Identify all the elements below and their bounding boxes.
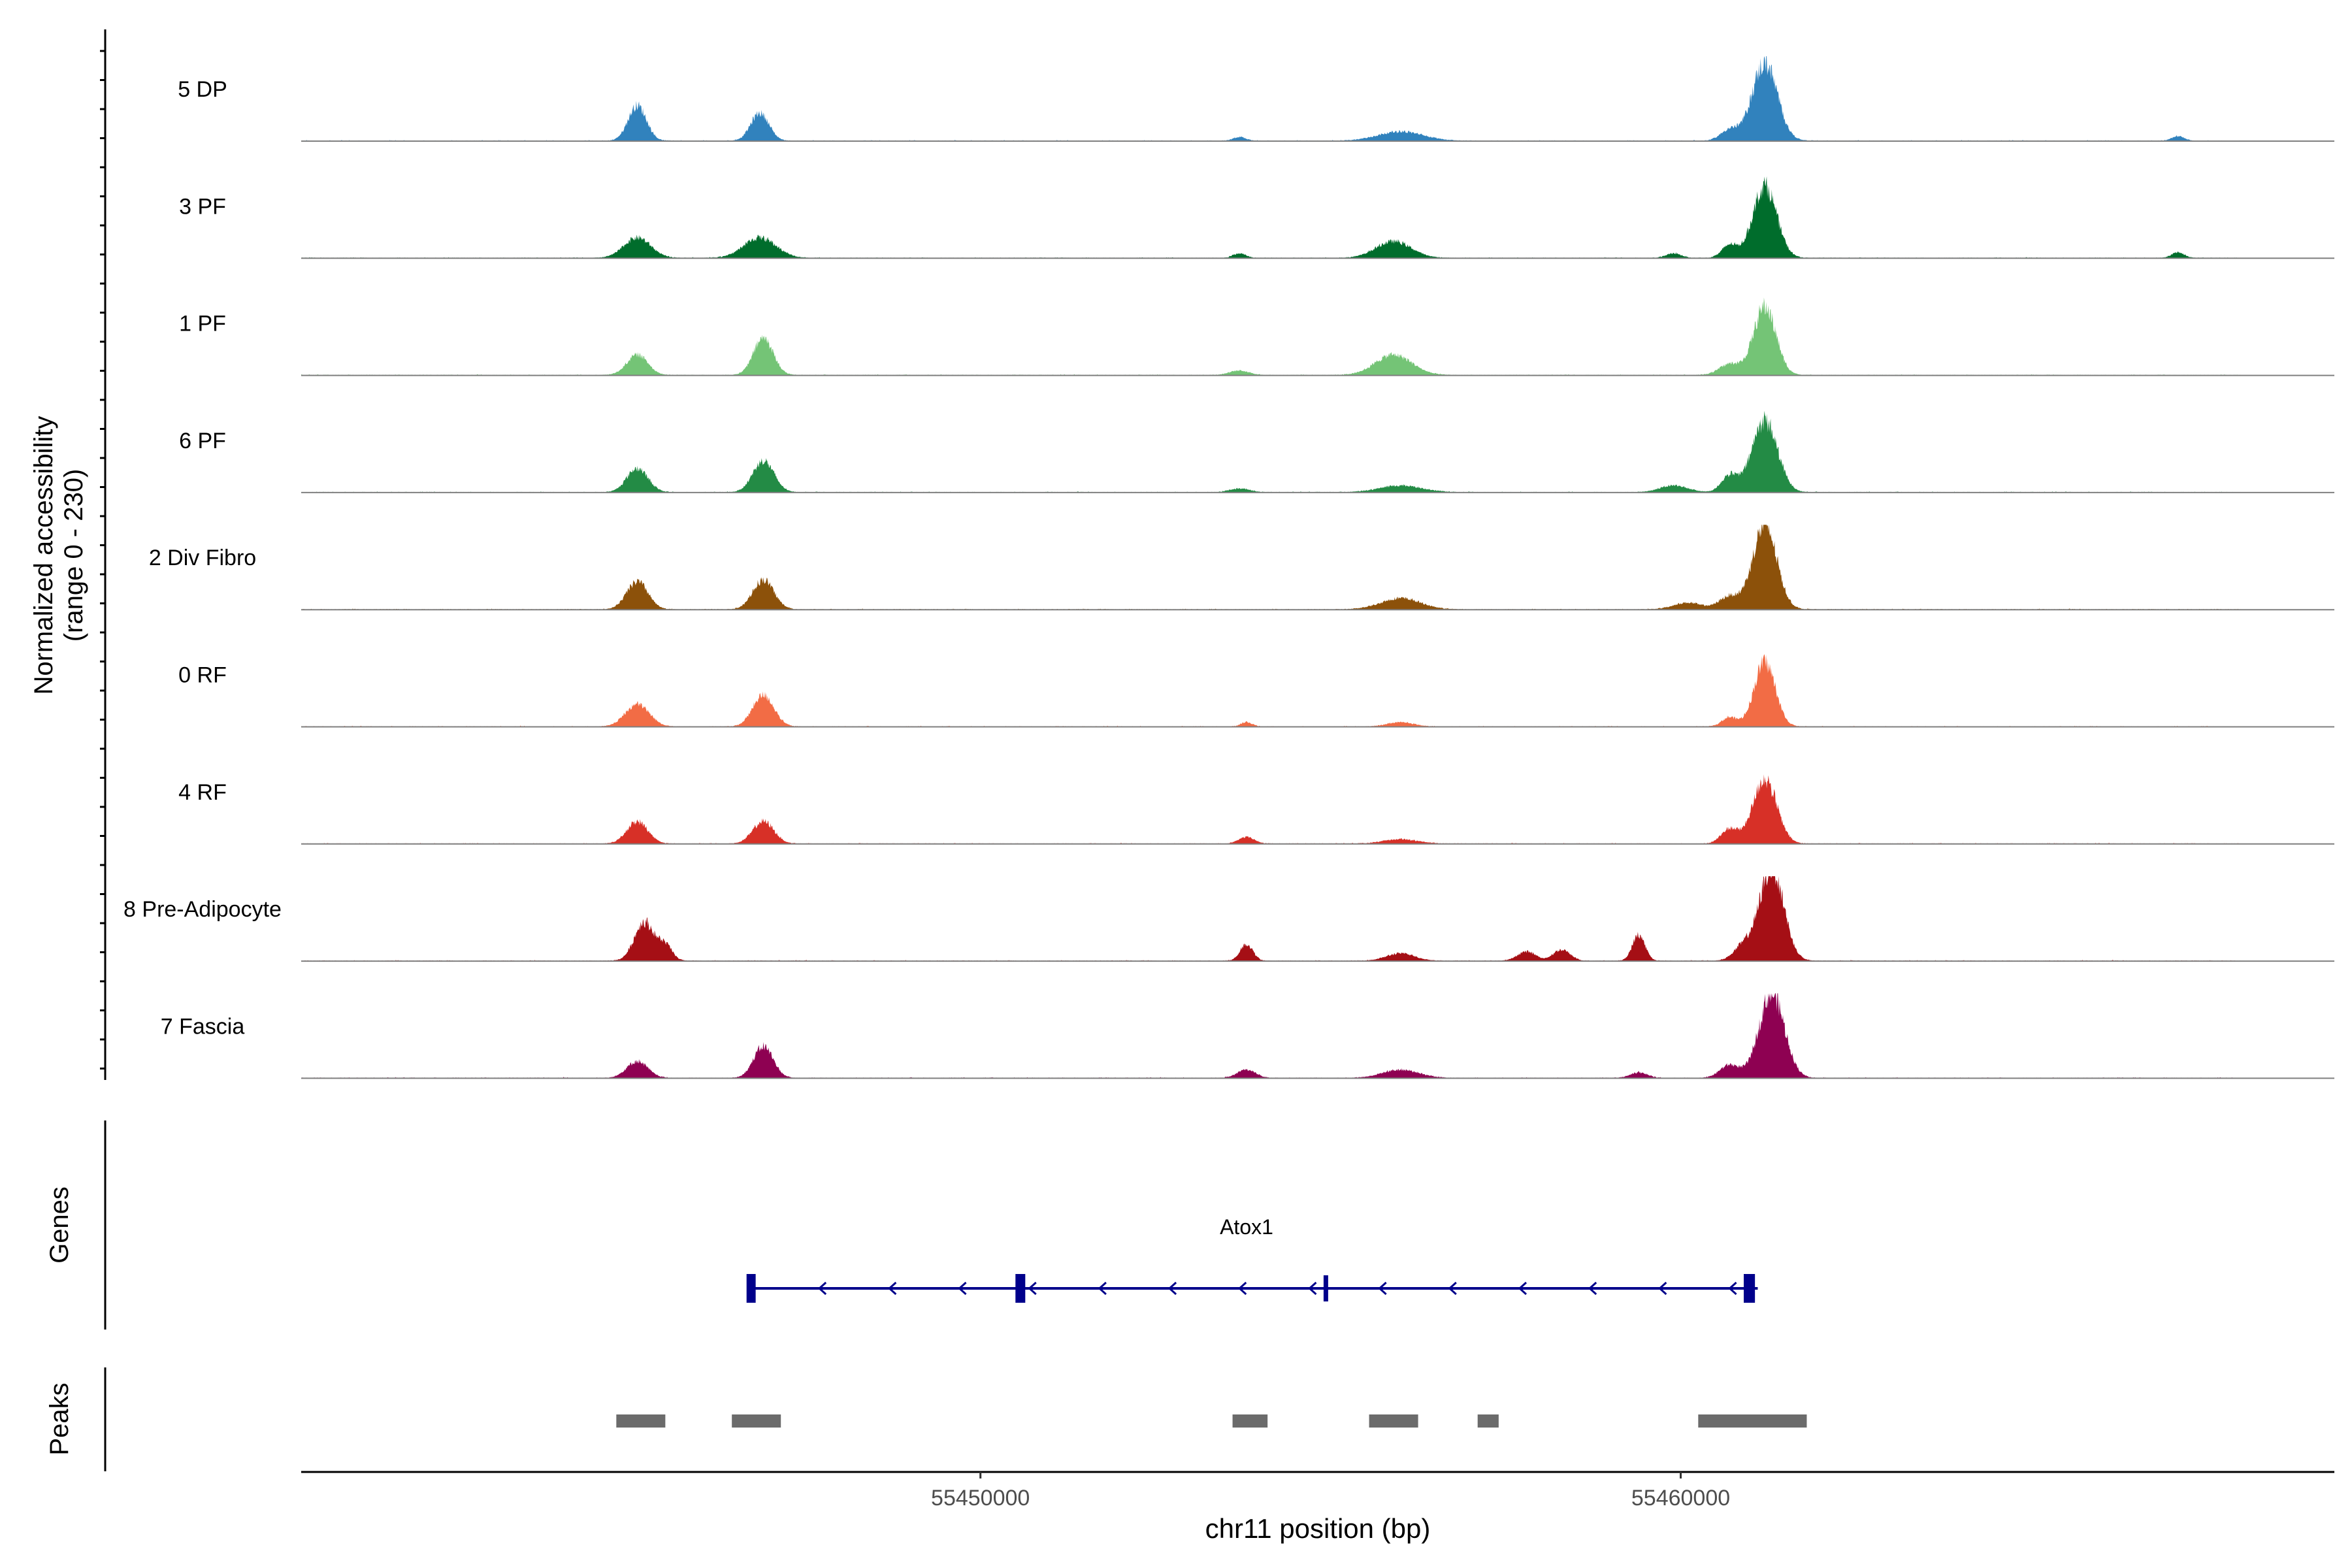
peaks-track bbox=[616, 1414, 1807, 1428]
peaks-panel-label: Peaks bbox=[45, 1382, 74, 1455]
exon-1 bbox=[746, 1274, 756, 1303]
track-9: 7 Fascia bbox=[161, 993, 2334, 1079]
strand-arrow bbox=[888, 1281, 897, 1296]
track-2: 3 PF bbox=[179, 176, 2334, 259]
peak-1 bbox=[616, 1414, 666, 1428]
x-axis-label: chr11 position (bp) bbox=[1205, 1513, 1431, 1544]
peak-6 bbox=[1698, 1414, 1807, 1428]
track-label-3: 1 PF bbox=[179, 312, 226, 336]
track-label-2: 3 PF bbox=[179, 194, 226, 219]
strand-arrow bbox=[817, 1281, 827, 1296]
strand-arrow bbox=[1098, 1281, 1107, 1296]
strand-arrow bbox=[958, 1281, 967, 1296]
gene-track: Atox1 bbox=[746, 1215, 1758, 1303]
genes-panel-label: Genes bbox=[45, 1186, 74, 1264]
strand-arrow bbox=[1448, 1281, 1457, 1296]
track-5: 2 Div Fibro bbox=[149, 525, 2334, 611]
x-axis-ticks: 55450000 55460000 bbox=[931, 1472, 1730, 1511]
coverage-area-1 bbox=[301, 56, 2241, 141]
coverage-area-5 bbox=[301, 525, 2241, 610]
peak-3 bbox=[1232, 1414, 1268, 1428]
exon-3 bbox=[1323, 1275, 1328, 1301]
x-tick-label-1: 55450000 bbox=[931, 1486, 1030, 1511]
accessibility-axis-ticks bbox=[100, 50, 105, 1070]
track-label-4: 6 PF bbox=[179, 429, 226, 453]
strand-arrow bbox=[1308, 1281, 1317, 1296]
track-label-6: 0 RF bbox=[178, 663, 227, 688]
coverage-area-8 bbox=[301, 876, 2241, 962]
track-label-9: 7 Fascia bbox=[161, 1014, 245, 1039]
track-1: 5 DP bbox=[178, 56, 2334, 142]
strand-arrow bbox=[1238, 1281, 1247, 1296]
coverage-area-6 bbox=[301, 654, 2241, 727]
peak-2 bbox=[732, 1414, 781, 1428]
strand-arrow bbox=[1588, 1281, 1597, 1296]
coverage-area-9 bbox=[301, 993, 2241, 1079]
coverage-area-4 bbox=[301, 410, 2241, 493]
track-7: 4 RF bbox=[178, 774, 2334, 845]
strand-arrow bbox=[1168, 1281, 1177, 1296]
track-8: 8 Pre-Adipocyte bbox=[123, 876, 2334, 962]
strand-arrow bbox=[1518, 1281, 1527, 1296]
strand-arrow bbox=[1658, 1281, 1667, 1296]
y-axis-label-line2: (range 0 - 230) bbox=[59, 469, 88, 642]
strand-arrow bbox=[1028, 1281, 1037, 1296]
gene-name: Atox1 bbox=[1220, 1215, 1273, 1239]
coverage-area-2 bbox=[301, 176, 2241, 259]
y-axis-label-line1: Normalized accessibility bbox=[29, 416, 58, 695]
coverage-tracks: 5 DP 3 PF 1 PF 6 PF 2 Div Fibro 0 RF 4 RF 8 Pre… bbox=[123, 56, 2334, 1079]
strand-arrow bbox=[1378, 1281, 1387, 1296]
track-4: 6 PF bbox=[179, 410, 2334, 493]
coverage-area-3 bbox=[301, 297, 2241, 376]
coverage-area-7 bbox=[301, 774, 2241, 844]
peak-4 bbox=[1369, 1414, 1418, 1428]
exon-4 bbox=[1743, 1274, 1756, 1303]
track-label-8: 8 Pre-Adipocyte bbox=[123, 897, 282, 922]
track-3: 1 PF bbox=[179, 297, 2334, 376]
track-6: 0 RF bbox=[178, 654, 2334, 728]
peak-5 bbox=[1477, 1414, 1499, 1428]
track-label-7: 4 RF bbox=[178, 780, 227, 805]
track-label-5: 2 Div Fibro bbox=[149, 546, 256, 570]
x-tick-label-2: 55460000 bbox=[1631, 1486, 1730, 1511]
exon-2 bbox=[1015, 1274, 1026, 1303]
strand-arrow bbox=[1728, 1281, 1737, 1296]
track-label-1: 5 DP bbox=[178, 77, 227, 102]
